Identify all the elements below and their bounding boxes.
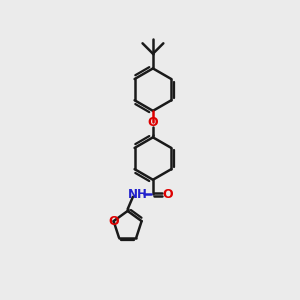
Text: O: O: [148, 116, 158, 128]
Text: O: O: [108, 214, 119, 228]
Text: NH: NH: [128, 188, 148, 201]
Text: O: O: [163, 188, 173, 201]
